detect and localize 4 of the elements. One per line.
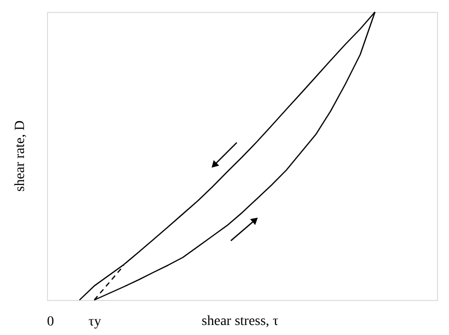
x-tick-label: 0 (46, 314, 54, 330)
y-axis-title: shear rate, D (13, 120, 28, 192)
x-tick-label: τy (88, 314, 102, 330)
x-axis-title: shear stress, τ (202, 314, 279, 329)
